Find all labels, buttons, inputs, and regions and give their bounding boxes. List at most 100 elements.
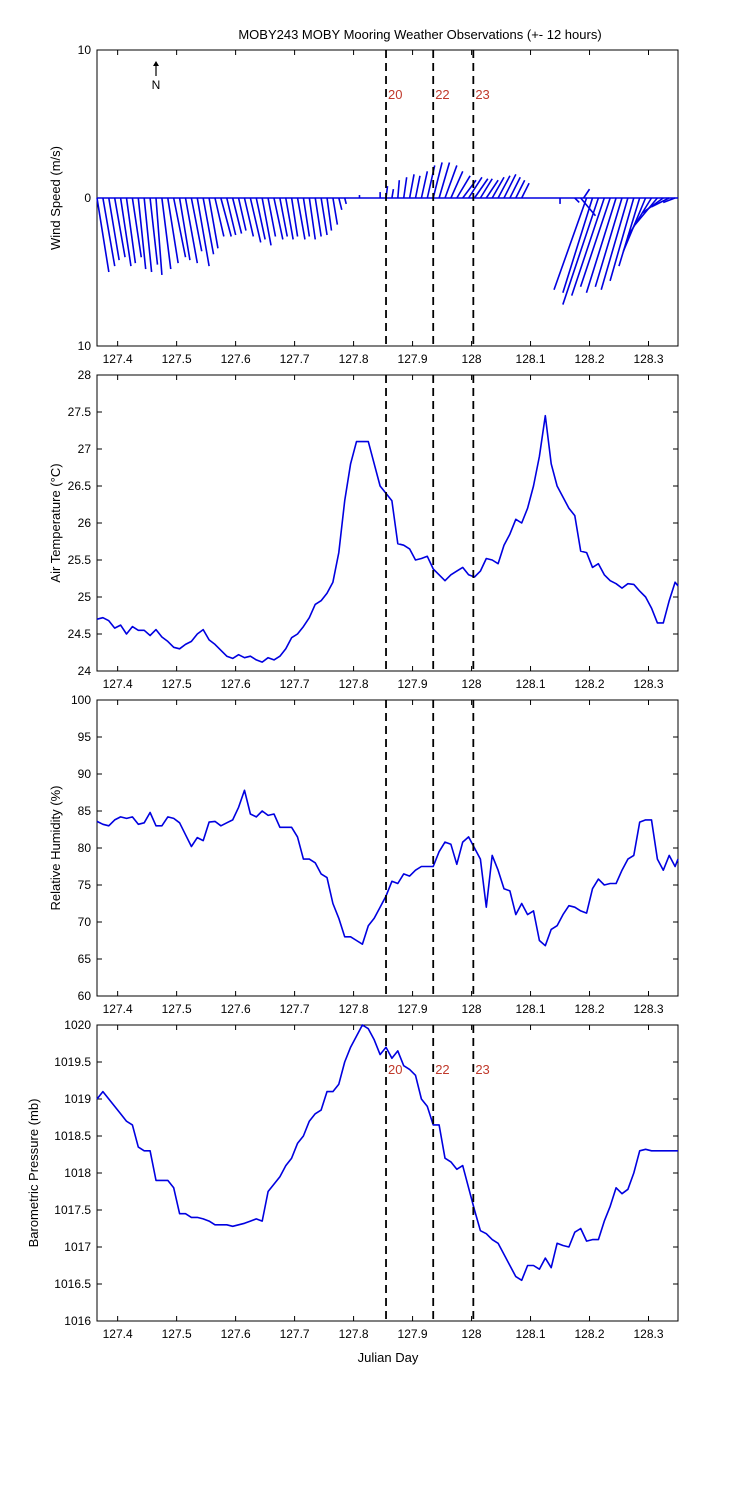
wind-vector [600,197,629,290]
y-tick-label: 1019 [64,1092,91,1106]
event-label: 22 [435,1062,449,1077]
x-tick-label: 127.8 [339,1002,369,1016]
x-tick-label: 127.6 [221,677,251,691]
x-tick-label: 128.1 [516,677,546,691]
wind-vector [314,197,322,237]
x-tick-label: 127.5 [162,1327,192,1341]
x-tick-label: 128.3 [633,1327,663,1341]
y-tick-label: 10 [78,339,92,353]
y-tick-label: 65 [78,952,92,966]
panel-4: 127.4 127.5 127.6 127.7 127.8 127.9 128 128.1 12… [26,1018,679,1341]
x-tick-label: 127.9 [398,1002,428,1016]
y-tick-label: 28 [78,368,92,382]
y-tick-label: 70 [78,915,92,929]
wind-vector [184,197,199,264]
wind-vector [662,197,676,204]
y-tick-label: 27 [78,442,92,456]
x-tick-label: 128.1 [516,1002,546,1016]
wind-vector [320,197,328,236]
x-tick-label: 127.5 [162,352,192,366]
x-tick-label: 127.7 [280,352,310,366]
wind-vector [479,178,493,199]
wind-vector [651,197,670,208]
x-tick-label: 128.2 [575,352,605,366]
wind-vector [391,188,395,199]
wind-vector [574,197,580,204]
x-tick-label: 127.9 [398,677,428,691]
x-tick-label: 128.3 [633,352,663,366]
y-tick-label: 1019.5 [54,1055,91,1069]
y-tick-label: 0 [84,191,91,205]
wind-vector [634,197,658,226]
y-tick-label: 25.5 [68,553,92,567]
x-tick-label: 128.2 [575,677,605,691]
y-tick-label: 85 [78,804,92,818]
y-tick-label: 1016 [64,1314,91,1328]
wind-vector [125,197,137,264]
wind-vector [570,197,606,296]
north-label: N [152,78,161,92]
wind-vector [255,197,266,240]
y-axis-label: Air Temperature (°C) [48,463,63,582]
wind-vector [485,179,499,199]
wind-vector [515,179,526,199]
y-tick-label: 1018 [64,1166,91,1180]
x-tick-label: 127.6 [221,1327,251,1341]
wind-vector [302,197,311,237]
x-tick-label: 127.4 [103,1327,133,1341]
x-tick-label: 128.3 [633,677,663,691]
wind-vector [402,177,408,199]
x-tick-label: 127.4 [103,352,133,366]
wind-vector [438,162,451,199]
wind-vector [237,197,247,231]
x-axis-label: Julian Day [358,1350,419,1365]
wind-vector [149,197,159,265]
wind-vector [579,197,611,288]
x-tick-label: 128.2 [575,1327,605,1341]
x-tick-label: 128 [462,1002,482,1016]
wind-vector [161,197,172,270]
wind-vector [137,197,147,270]
wind-vector [467,176,483,199]
x-tick-label: 127.6 [221,1002,251,1016]
y-tick-label: 100 [71,693,91,707]
wind-vector [420,171,429,199]
wind-vector [113,197,126,258]
x-tick-label: 127.5 [162,677,192,691]
event-label: 20 [388,87,402,102]
wind-vector [220,197,233,237]
event-label: 22 [435,87,449,102]
wind-vector [397,180,401,199]
wind-vector [585,197,617,293]
wind-vector [243,197,255,237]
y-tick-label: 25 [78,590,92,604]
x-tick-label: 128.2 [575,1002,605,1016]
wind-vector [143,197,153,273]
panel-2: 127.4 127.5 127.6 127.7 127.8 127.9 128 128.1 12… [48,368,679,691]
wind-vector [408,174,415,199]
wind-vector [491,176,505,199]
wind-vector [108,197,120,261]
y-tick-label: 26.5 [68,479,92,493]
wind-vector [450,171,464,199]
wind-vector [332,197,339,225]
wind-vector [414,175,421,199]
x-tick-label: 128.1 [516,1327,546,1341]
x-tick-label: 127.5 [162,1002,192,1016]
y-tick-label: 27.5 [68,405,92,419]
x-tick-label: 127.8 [339,1327,369,1341]
y-tick-label: 10 [78,43,92,57]
panel-1: 127.4 127.5 127.6 127.7 127.8 127.9 128 128.1 12… [48,43,679,366]
x-tick-label: 128 [462,352,482,366]
wind-vector [267,197,277,237]
x-tick-label: 127.9 [398,1327,428,1341]
wind-vector [119,197,132,267]
x-tick-label: 128 [462,677,482,691]
x-tick-label: 127.7 [280,677,310,691]
wind-vector [627,197,653,237]
wind-vector [562,197,594,293]
y-tick-label: 1017 [64,1240,91,1254]
y-axis-label: Relative Humidity (%) [48,786,63,911]
x-tick-label: 127.6 [221,352,251,366]
wind-vector [553,197,588,291]
